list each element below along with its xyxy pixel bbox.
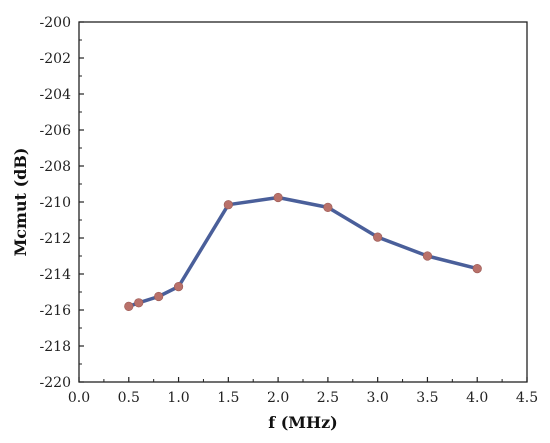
x-tick-label: 2.5 xyxy=(317,390,339,406)
series-line xyxy=(127,195,479,309)
y-tick-label: -208 xyxy=(40,159,71,175)
y-tick-label: -218 xyxy=(40,339,71,355)
x-tick-label: 1.5 xyxy=(217,390,239,406)
data-point xyxy=(223,200,233,210)
data-point xyxy=(154,291,164,302)
y-tick-label: -202 xyxy=(40,51,71,67)
y-tick-label: -212 xyxy=(40,231,71,247)
x-tick-label: 1.0 xyxy=(167,390,189,406)
x-tick-label: 4.5 xyxy=(516,390,538,406)
data-point xyxy=(173,282,184,292)
x-tick-label: 0.5 xyxy=(118,390,140,406)
data-point xyxy=(373,232,383,242)
y-tick-label: -220 xyxy=(40,375,71,391)
data-point xyxy=(472,264,482,274)
x-tick-label: 4.0 xyxy=(466,390,488,406)
y-tick-label: -214 xyxy=(40,267,72,283)
x-tick-label: 3.0 xyxy=(367,390,389,406)
x-tick-label: 3.5 xyxy=(416,390,438,406)
data-point xyxy=(422,251,433,261)
y-tick-label: -210 xyxy=(40,195,71,211)
data-point xyxy=(323,202,333,212)
y-tick-label: -206 xyxy=(40,123,72,139)
x-tick-label: 2.0 xyxy=(267,390,289,406)
y-tick-label: -216 xyxy=(40,303,72,319)
x-axis-label: f (MHz) xyxy=(268,413,338,432)
data-point xyxy=(124,301,134,312)
data-point xyxy=(134,298,144,308)
x-tick-label: 0.0 xyxy=(68,390,90,406)
y-axis-label: Mcmut (dB) xyxy=(11,148,30,257)
y-tick-label: -200 xyxy=(40,15,71,31)
data-point xyxy=(273,192,283,203)
y-tick-label: -204 xyxy=(40,87,72,103)
